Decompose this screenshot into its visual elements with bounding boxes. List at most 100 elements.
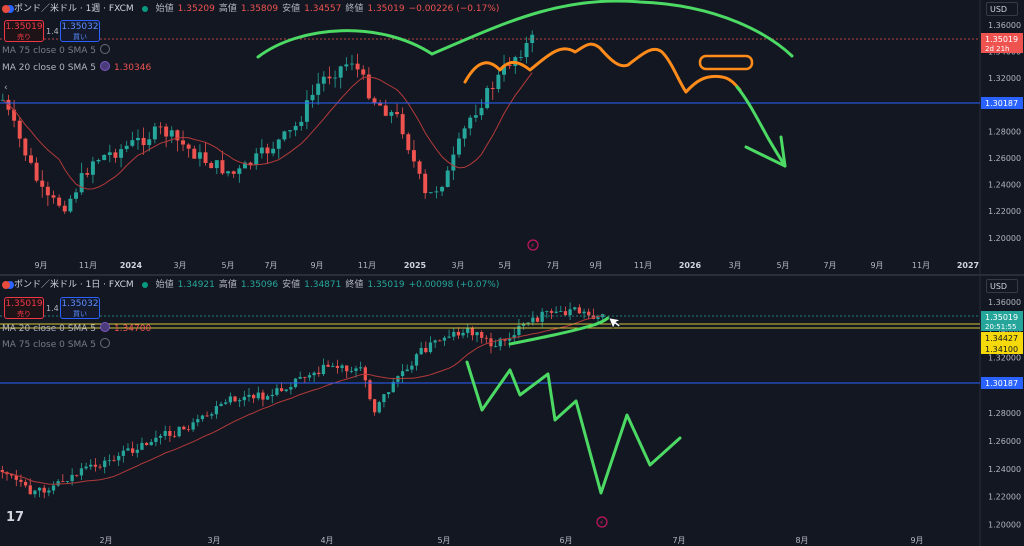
candle-body <box>172 435 177 437</box>
candle-body <box>62 205 67 212</box>
weekly-trade-box: 1.35019 売り 1.4 1.35032 買い <box>4 19 100 43</box>
candle-body <box>237 168 242 174</box>
candle-body <box>51 195 56 198</box>
candle-body <box>12 109 17 121</box>
currency-selector[interactable]: USD <box>986 2 1018 16</box>
candle-body <box>535 317 540 322</box>
candle-body <box>517 325 521 336</box>
candle-body <box>303 377 307 378</box>
weekly-pane[interactable]: ⚡ 1.360001.340001.320001.300001.280001.2… <box>0 0 1023 270</box>
candle-body <box>124 145 129 150</box>
candle-body <box>526 322 530 324</box>
visibility-off-icon[interactable] <box>99 44 110 54</box>
symbol-title[interactable]: ポンド／米ドル · 1日 · FXCM <box>0 277 134 293</box>
candle-body <box>345 365 349 372</box>
daily-hline-price-badge <box>981 377 1023 389</box>
candle-body <box>461 332 465 336</box>
green-support-drawing[interactable] <box>508 316 610 346</box>
candle-body <box>261 392 265 400</box>
candle-body <box>405 369 409 372</box>
time-tick-label: 7月 <box>672 536 685 545</box>
weekly-ma-line <box>2 72 533 190</box>
daily-ma20-legend[interactable]: MA 20 close 0 SMA 5 1.34700 <box>2 322 152 334</box>
price-tick-label: 1.20000 <box>988 520 1021 529</box>
candle-body <box>17 120 22 139</box>
candle-body <box>219 403 223 407</box>
weekly-ma75-legend[interactable]: MA 75 close 0 SMA 5 <box>2 44 110 58</box>
buy-button[interactable]: 1.35032 買い <box>60 297 100 319</box>
candle-body <box>276 139 281 149</box>
candle-body <box>361 69 366 75</box>
candle-body <box>326 364 330 367</box>
visibility-off-icon[interactable] <box>99 338 110 348</box>
candle-body <box>259 147 264 154</box>
candle-body <box>284 389 288 392</box>
indicator-icon[interactable] <box>99 61 110 71</box>
daily-time-axis[interactable]: 2月 3月 4月 5月 6月 7月 8月 9月 <box>99 536 923 545</box>
candle-body <box>75 474 79 476</box>
indicator-icon[interactable] <box>99 322 110 332</box>
candle-body <box>265 396 270 400</box>
candle-body <box>168 431 172 436</box>
sell-button[interactable]: 1.35019 売り <box>4 297 44 319</box>
price-tick-label: 1.28000 <box>988 127 1021 136</box>
candle-body <box>540 311 544 322</box>
green-zigzag-drawing[interactable] <box>465 360 682 495</box>
time-tick-label: 2月 <box>99 536 112 545</box>
green-arrow-drawing[interactable] <box>735 85 787 168</box>
candle-body <box>563 311 568 316</box>
close-label: 終値 <box>345 280 364 290</box>
orange-box-drawing[interactable] <box>698 54 754 71</box>
candle-body <box>182 426 186 430</box>
close-label: 終値 <box>345 4 364 14</box>
orange-wave-drawing[interactable] <box>463 42 742 94</box>
candle-body <box>338 66 343 78</box>
time-tick-label: 9月 <box>910 536 923 545</box>
candle-body <box>191 422 195 430</box>
candle-body <box>366 74 371 99</box>
daily-pane[interactable]: ⚡ 1.360001.340001.320001.300001.280001.2… <box>0 298 1023 545</box>
weekly-time-axis[interactable]: 9月 11月 2024 3月 5月 7月 9月 11月 2025 3月 5月 7月 9月 11月 2026 3… <box>34 261 979 270</box>
buy-button[interactable]: 1.35032 買い <box>60 20 100 42</box>
candle-body <box>377 402 381 413</box>
candle-body <box>331 365 335 367</box>
pane-separator[interactable] <box>0 274 1024 276</box>
candle-body <box>131 448 135 453</box>
price-tick-label: 1.22000 <box>988 207 1021 216</box>
candle-body <box>152 126 157 140</box>
weekly-ma20-legend[interactable]: MA 20 close 0 SMA 5 1.30346 <box>2 61 152 73</box>
candle-body <box>210 414 214 416</box>
tradingview-logo[interactable]: 17 <box>6 510 25 525</box>
daily-trade-box: 1.35019 売り 1.4 1.35032 買い <box>4 296 100 320</box>
collapse-chevron-icon[interactable]: ‹ <box>4 83 8 93</box>
candle-body <box>265 147 270 154</box>
cursor-arrow-icon <box>608 317 621 329</box>
daily-ma75-legend[interactable]: MA 75 close 0 SMA 5 <box>2 338 110 352</box>
candle-body <box>480 332 484 338</box>
candle-body <box>214 160 219 169</box>
time-tick-label: 4月 <box>320 536 333 545</box>
time-tick-label: 9月 <box>310 261 323 270</box>
green-arc-drawing[interactable] <box>256 0 794 59</box>
candle-body <box>42 487 46 493</box>
weekly-price-axis[interactable]: 1.360001.340001.320001.300001.280001.260… <box>988 21 1021 243</box>
candle-body <box>457 138 461 155</box>
candle-body <box>271 148 276 154</box>
candle-body <box>512 335 516 339</box>
symbol-title[interactable]: ポンド／米ドル · 1週 · FXCM <box>0 1 134 17</box>
candle-body <box>445 170 450 187</box>
currency-selector[interactable]: USD <box>986 279 1018 293</box>
yellow-price-badge-2 <box>981 343 1023 354</box>
sell-button[interactable]: 1.35019 売り <box>4 20 44 42</box>
event-flag-icon[interactable] <box>527 239 539 251</box>
candle-body <box>317 372 321 375</box>
candle-body <box>587 311 591 316</box>
time-tick-label: 5月 <box>221 261 234 270</box>
candle-body <box>197 152 202 159</box>
candle-body <box>220 160 225 174</box>
event-flag-icon[interactable] <box>596 516 608 528</box>
candle-body <box>470 328 474 336</box>
candle-body <box>79 468 84 476</box>
candle-body <box>158 435 163 438</box>
